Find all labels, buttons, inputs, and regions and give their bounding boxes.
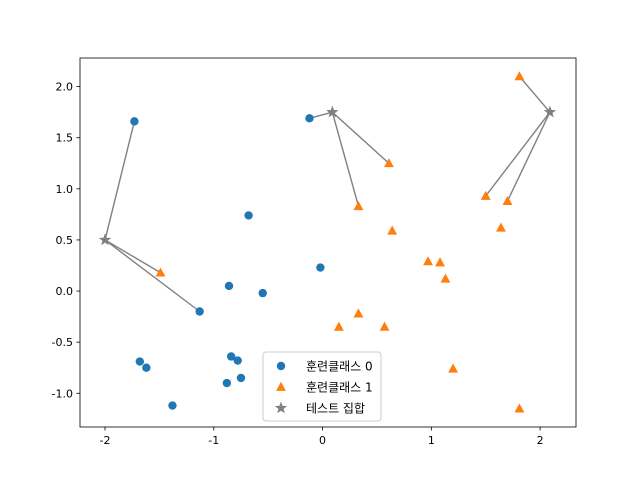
y-tick-label: 1.5 bbox=[56, 132, 74, 145]
legend-marker-star bbox=[274, 401, 288, 414]
x-tick-label: -1 bbox=[208, 434, 219, 447]
y-tick-label: 1.0 bbox=[56, 183, 74, 196]
class1-point bbox=[387, 225, 398, 235]
y-tick-label: 0.0 bbox=[56, 285, 74, 298]
class1-point bbox=[383, 158, 394, 168]
class1-point bbox=[448, 363, 459, 373]
y-tick-label: -0.5 bbox=[52, 336, 73, 349]
neighbor-line bbox=[331, 111, 360, 207]
legend-marker-circle bbox=[276, 361, 286, 371]
class1-point bbox=[333, 321, 344, 331]
x-tick-label: -2 bbox=[100, 434, 111, 447]
class0-point bbox=[316, 263, 325, 272]
class1-point bbox=[514, 403, 525, 413]
class0-point bbox=[244, 211, 253, 220]
class0-point bbox=[222, 378, 232, 388]
test-point-star bbox=[326, 105, 339, 118]
class0-point bbox=[168, 401, 177, 410]
axis-ticks: -2 -1 0 1 2 -1.0 -0.5 0.0 0.5 1.0 1.5 2.0 bbox=[52, 81, 544, 447]
class1-point bbox=[155, 267, 166, 277]
y-tick-label: 2.0 bbox=[56, 81, 74, 94]
legend-label: 훈련클래스 0 bbox=[306, 360, 373, 374]
class0-point bbox=[130, 117, 139, 126]
class0-point bbox=[224, 281, 234, 291]
legend-label: 훈련클래스 1 bbox=[306, 381, 373, 395]
class0-point bbox=[135, 357, 145, 366]
class1-point bbox=[496, 222, 506, 232]
y-tick-label: -1.0 bbox=[52, 387, 73, 400]
legend-label: 테스트 집합 bbox=[306, 402, 365, 416]
neighbor-line bbox=[104, 239, 201, 313]
class1-point bbox=[353, 201, 364, 211]
class0-point bbox=[305, 114, 314, 123]
class1-point bbox=[423, 256, 434, 266]
class0-point bbox=[226, 352, 236, 361]
class0-point bbox=[236, 373, 246, 383]
class0-point bbox=[258, 288, 267, 298]
class1-point bbox=[379, 321, 390, 331]
y-tick-label: 0.5 bbox=[56, 234, 74, 247]
class1-point bbox=[440, 273, 451, 283]
neighbor-line bbox=[104, 239, 161, 274]
class1-point bbox=[502, 195, 513, 206]
legend-marker-triangle bbox=[276, 381, 286, 391]
neighbor-line bbox=[506, 111, 551, 202]
neighbor-line bbox=[104, 121, 136, 241]
data-points bbox=[98, 71, 557, 413]
class0-point bbox=[195, 307, 204, 316]
x-tick-label: 0 bbox=[319, 434, 326, 447]
legend: 훈련클래스 0 훈련클래스 1 테스트 집합 bbox=[262, 351, 382, 422]
x-tick-label: 1 bbox=[428, 434, 435, 447]
neighbor-lines bbox=[104, 75, 551, 313]
class1-point bbox=[514, 71, 525, 81]
legend-box bbox=[262, 351, 382, 422]
test-point-star bbox=[98, 233, 112, 246]
x-tick-label: 2 bbox=[537, 434, 544, 447]
class0-point bbox=[142, 363, 151, 372]
plot-frame bbox=[79, 57, 577, 428]
neighbor-line bbox=[331, 111, 390, 164]
class1-point bbox=[435, 257, 445, 267]
class0-point bbox=[233, 356, 242, 365]
neighbor-line bbox=[518, 75, 551, 113]
test-point-star bbox=[543, 105, 557, 118]
class1-point bbox=[353, 308, 364, 318]
class1-point bbox=[480, 190, 491, 200]
neighbor-line bbox=[485, 111, 551, 197]
